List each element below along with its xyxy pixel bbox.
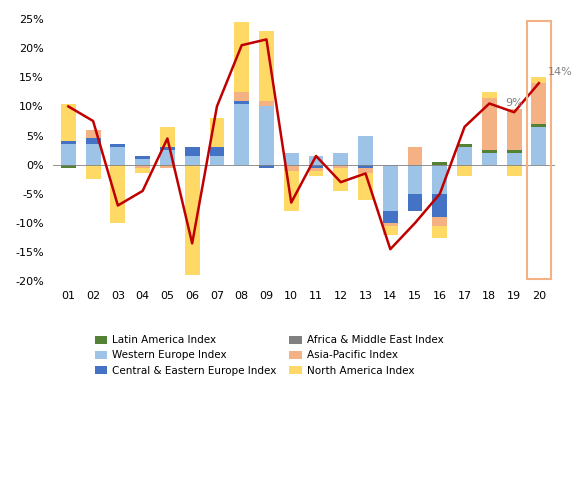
Bar	[383, 211, 397, 223]
Bar	[160, 150, 175, 165]
Bar	[135, 159, 150, 165]
Bar	[86, 138, 101, 144]
Bar	[432, 165, 447, 194]
Bar	[407, 194, 423, 211]
Bar	[432, 194, 447, 217]
Bar	[234, 22, 249, 92]
Text: 9%: 9%	[505, 97, 523, 108]
Bar	[507, 109, 522, 150]
Bar	[457, 165, 472, 176]
Bar	[432, 217, 447, 226]
Bar	[482, 153, 497, 165]
Bar	[532, 127, 546, 165]
Bar	[111, 165, 125, 223]
Bar	[532, 124, 546, 127]
Bar	[209, 118, 225, 147]
Bar	[61, 144, 76, 165]
Text: 14%: 14%	[547, 67, 572, 77]
Bar	[432, 162, 447, 165]
Bar	[333, 165, 348, 168]
Bar	[284, 165, 299, 170]
Bar	[358, 173, 373, 200]
Bar	[135, 156, 150, 159]
Bar	[234, 101, 249, 104]
Bar	[135, 165, 150, 168]
Bar	[160, 127, 175, 147]
Bar	[111, 147, 125, 165]
Bar	[309, 168, 323, 170]
Bar	[86, 130, 101, 138]
Bar	[482, 150, 497, 153]
Bar	[259, 31, 274, 101]
Bar	[358, 168, 373, 173]
Bar	[135, 168, 150, 173]
Bar	[234, 104, 249, 165]
Bar	[86, 144, 101, 165]
Bar	[185, 156, 199, 165]
Bar	[358, 165, 373, 168]
Bar	[61, 141, 76, 144]
Bar	[309, 165, 323, 168]
Bar	[482, 98, 497, 150]
Bar	[259, 107, 274, 165]
Bar	[333, 168, 348, 191]
Bar	[432, 226, 447, 238]
Bar	[383, 165, 397, 211]
Bar	[284, 153, 299, 165]
Bar	[507, 165, 522, 176]
Bar	[160, 165, 175, 168]
Bar	[309, 170, 323, 176]
Bar	[185, 147, 199, 156]
Bar	[61, 165, 76, 168]
Bar	[383, 226, 397, 235]
Bar	[507, 153, 522, 165]
Bar	[209, 156, 225, 165]
Bar	[407, 147, 423, 165]
Bar	[383, 223, 397, 226]
Bar	[407, 165, 423, 194]
Bar	[532, 83, 546, 124]
Bar	[309, 156, 323, 165]
Bar	[209, 147, 225, 156]
Bar	[86, 165, 101, 179]
Bar	[284, 170, 299, 211]
Bar	[185, 165, 199, 276]
Bar	[457, 144, 472, 147]
Bar	[457, 147, 472, 165]
Bar	[111, 144, 125, 147]
Bar	[532, 77, 546, 83]
Bar	[234, 92, 249, 101]
Bar	[482, 92, 497, 98]
Bar	[61, 104, 76, 141]
Legend: Latin America Index, Western Europe Index, Central & Eastern Europe Index, Afric: Latin America Index, Western Europe Inde…	[91, 331, 448, 380]
Bar	[358, 135, 373, 165]
Bar	[160, 147, 175, 150]
Bar	[333, 153, 348, 165]
Bar	[507, 150, 522, 153]
Bar	[259, 101, 274, 107]
Bar	[259, 165, 274, 168]
